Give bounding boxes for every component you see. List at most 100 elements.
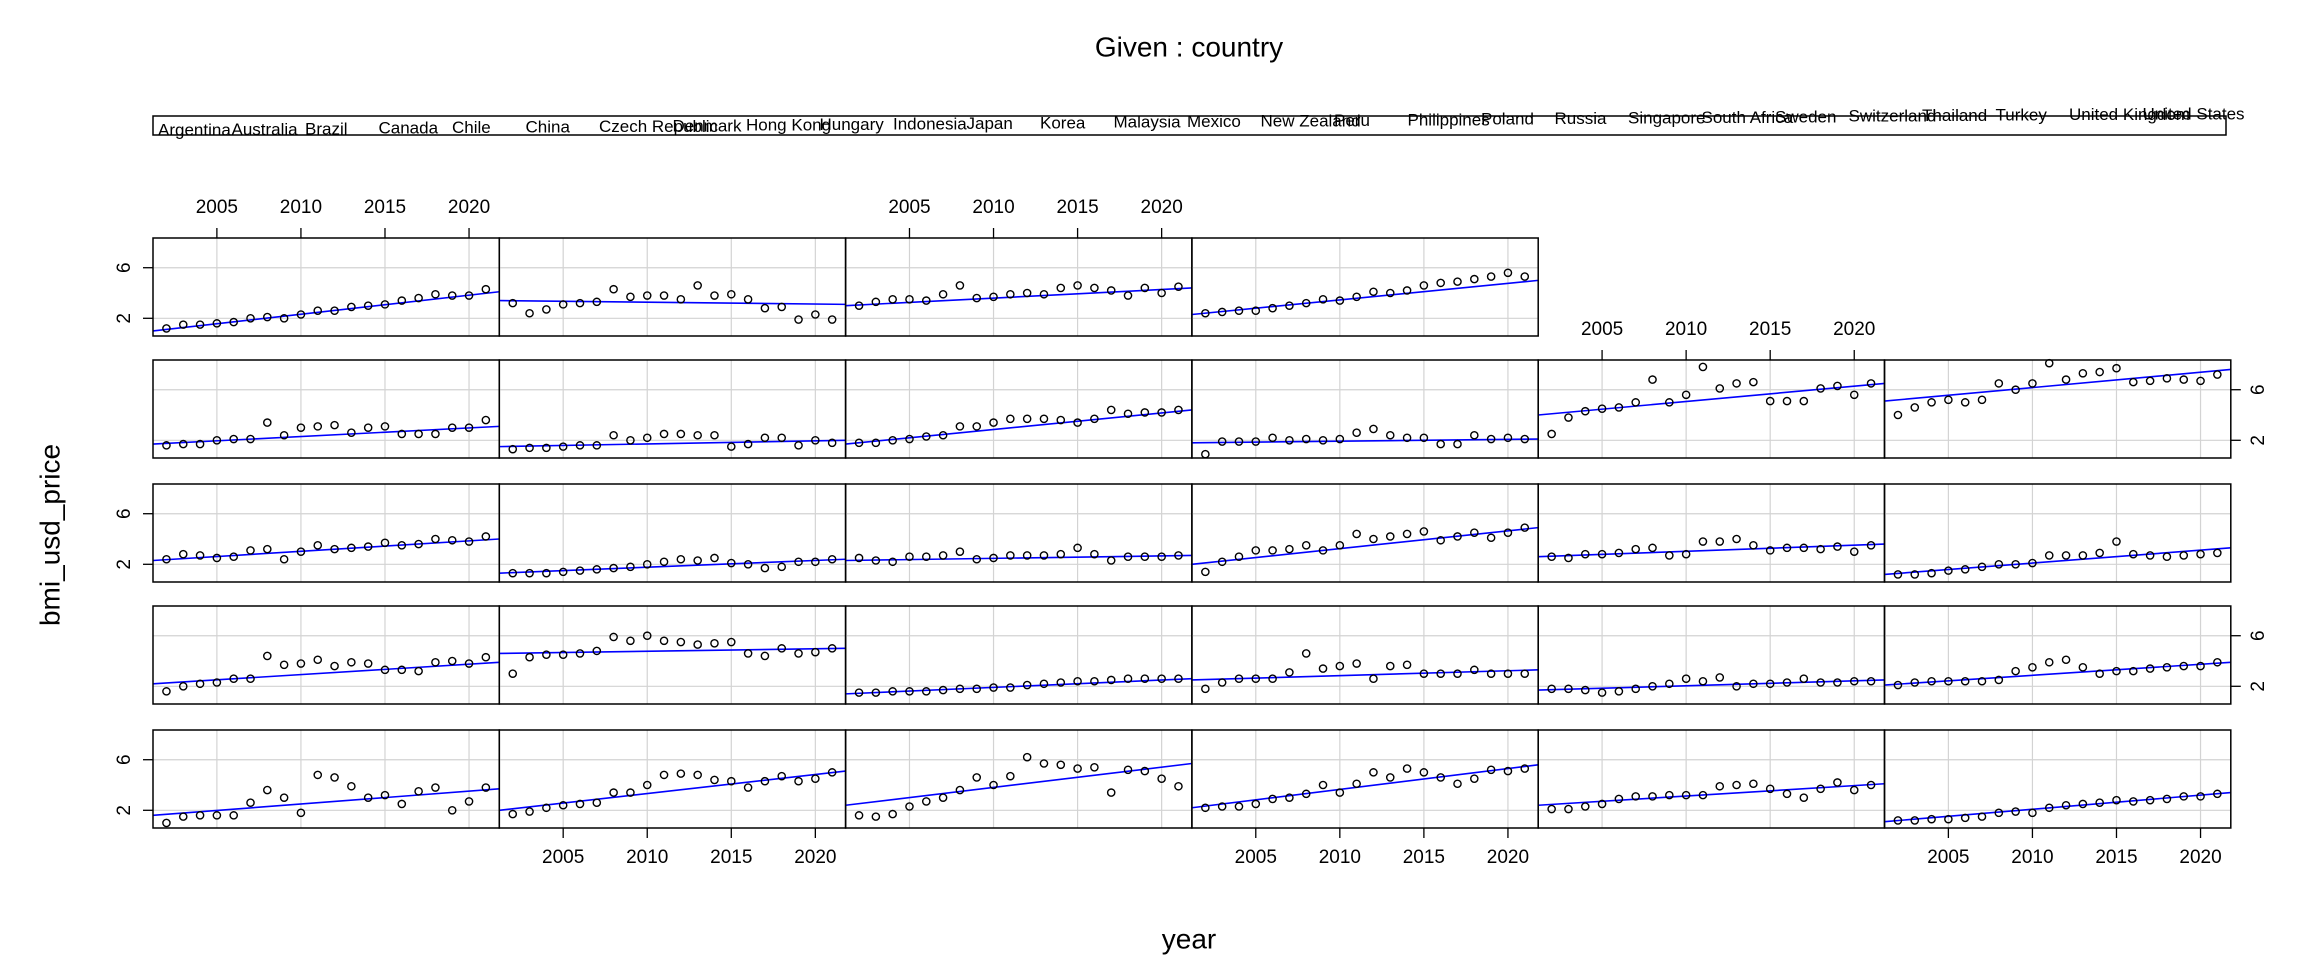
point	[626, 636, 635, 646]
point	[1866, 676, 1876, 686]
point	[2179, 661, 2189, 671]
point	[330, 661, 339, 671]
point	[938, 793, 948, 802]
point	[1782, 789, 1792, 799]
point	[989, 292, 998, 302]
point	[1547, 429, 1556, 439]
point	[380, 665, 390, 675]
given-label: Czech Republic	[599, 117, 719, 136]
point	[525, 443, 534, 453]
x-tick-label: 2015	[1056, 197, 1098, 218]
point	[525, 568, 534, 578]
point	[347, 781, 356, 791]
point	[1927, 676, 1936, 686]
fit-line	[1884, 368, 2231, 402]
point	[1960, 813, 1970, 823]
given-label: Philippines	[1408, 110, 1490, 129]
point	[2145, 376, 2155, 386]
point	[178, 439, 188, 449]
fit-line	[499, 439, 846, 448]
x-tick-label: 2005	[196, 197, 238, 218]
point	[1123, 291, 1133, 300]
point	[1631, 792, 1641, 801]
point	[2179, 375, 2189, 384]
point	[626, 562, 635, 572]
point	[1597, 549, 1607, 559]
point	[955, 547, 965, 556]
point	[1402, 529, 1412, 539]
point	[642, 631, 652, 641]
point	[676, 295, 686, 304]
point	[726, 637, 736, 647]
point	[811, 774, 820, 783]
point	[2213, 370, 2222, 379]
point	[1698, 790, 1708, 800]
point	[1486, 765, 1496, 775]
point	[1833, 381, 1842, 391]
point	[1217, 802, 1227, 811]
point	[676, 554, 686, 564]
given-label: Indonesia	[893, 114, 967, 133]
point	[447, 656, 457, 666]
point	[1140, 552, 1150, 562]
x-tick-label: 2020	[794, 847, 836, 868]
point	[1470, 774, 1479, 783]
point	[229, 552, 238, 562]
point	[363, 301, 373, 310]
point	[1977, 676, 1987, 686]
point	[1453, 277, 1462, 286]
point	[279, 660, 289, 670]
point	[888, 295, 897, 304]
point	[1402, 286, 1412, 295]
point	[525, 807, 534, 816]
fit-line	[1884, 791, 2231, 823]
point	[1301, 789, 1311, 799]
point	[330, 773, 339, 782]
point	[397, 665, 407, 675]
point	[246, 313, 255, 323]
fit-line	[1191, 279, 1539, 316]
point	[888, 809, 897, 819]
point	[693, 640, 702, 649]
point	[2061, 551, 2071, 560]
point	[743, 439, 753, 449]
point	[296, 310, 306, 319]
given-label: Switzerland	[1849, 107, 1937, 126]
point	[1631, 398, 1641, 407]
x-tick-label: 2015	[364, 197, 406, 218]
point	[1866, 780, 1876, 790]
point	[508, 298, 518, 308]
point	[1994, 559, 2004, 569]
fit-line	[499, 647, 846, 655]
given-label: Peru	[1334, 111, 1370, 130]
point	[1402, 660, 1412, 670]
point	[659, 429, 669, 439]
given-label: Hungary	[820, 115, 885, 134]
point	[659, 770, 669, 780]
point	[827, 768, 837, 777]
point	[229, 434, 238, 444]
point	[905, 687, 914, 696]
point	[1039, 289, 1049, 299]
point	[2095, 548, 2104, 558]
point	[777, 433, 787, 443]
point	[854, 301, 864, 310]
point	[871, 688, 881, 697]
point	[626, 292, 635, 302]
point	[2145, 551, 2155, 560]
point	[330, 420, 339, 430]
point	[1385, 430, 1395, 440]
point	[1285, 544, 1294, 554]
point	[777, 771, 787, 781]
point	[642, 291, 652, 300]
point	[989, 780, 998, 790]
point	[1520, 764, 1530, 773]
point	[1157, 552, 1166, 562]
given-label: Japan	[967, 114, 1013, 133]
point	[1503, 766, 1513, 776]
point	[871, 438, 881, 448]
point	[1234, 437, 1244, 446]
given-label: Turkey	[1996, 105, 2048, 124]
point	[1597, 404, 1607, 413]
point	[1614, 687, 1624, 696]
